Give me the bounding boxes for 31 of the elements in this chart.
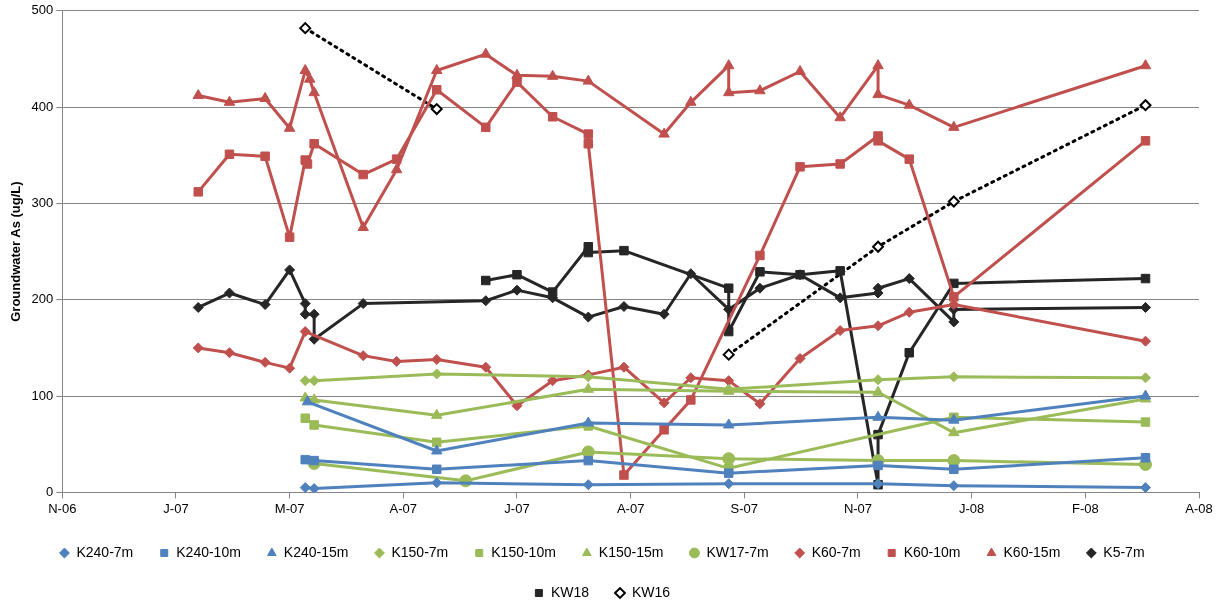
x-tick-label: A-07 bbox=[616, 500, 645, 516]
y-tick-label: 300 bbox=[31, 195, 54, 211]
legend-label: KW17-7m bbox=[706, 543, 769, 560]
x-tick-label: N-06 bbox=[48, 500, 77, 516]
x-tick-label: A-07 bbox=[389, 500, 418, 516]
x-tick-label: J-08 bbox=[959, 500, 985, 516]
x-tick-label: J-07 bbox=[163, 500, 189, 516]
legend-label: K240-15m bbox=[283, 543, 349, 560]
legend-label: K150-10m bbox=[491, 543, 556, 560]
x-tick-label: N-07 bbox=[843, 500, 873, 516]
legend-label: K150-15m bbox=[598, 543, 664, 560]
legend-label: KW16 bbox=[632, 583, 671, 600]
x-tick-label: A-08 bbox=[1185, 500, 1213, 516]
legend-label: K60-15m bbox=[1003, 543, 1061, 560]
legend-label: K240-10m bbox=[176, 543, 241, 560]
legend-label: K240-7m bbox=[76, 543, 134, 560]
y-tick-label: 500 bbox=[31, 2, 54, 18]
legend-label: K60-10m bbox=[903, 543, 961, 560]
legend-label: KW18 bbox=[550, 583, 590, 600]
y-tick-label: 100 bbox=[31, 387, 54, 403]
y-tick-label: 200 bbox=[31, 291, 54, 307]
x-tick-label: S-07 bbox=[730, 500, 759, 516]
legend-label: K60-7m bbox=[811, 543, 861, 560]
y-tick-label: 0 bbox=[46, 483, 54, 499]
x-tick-label: F-08 bbox=[1071, 500, 1099, 516]
y-tick-label: 400 bbox=[31, 98, 54, 114]
legend-label: K5-7m bbox=[1103, 543, 1145, 560]
x-tick-label: J-07 bbox=[504, 500, 530, 516]
legend-label: K150-7m bbox=[391, 543, 449, 560]
y-axis-title: Groundwater As (ug/L) bbox=[8, 181, 24, 322]
x-tick-label: M-07 bbox=[274, 500, 305, 516]
